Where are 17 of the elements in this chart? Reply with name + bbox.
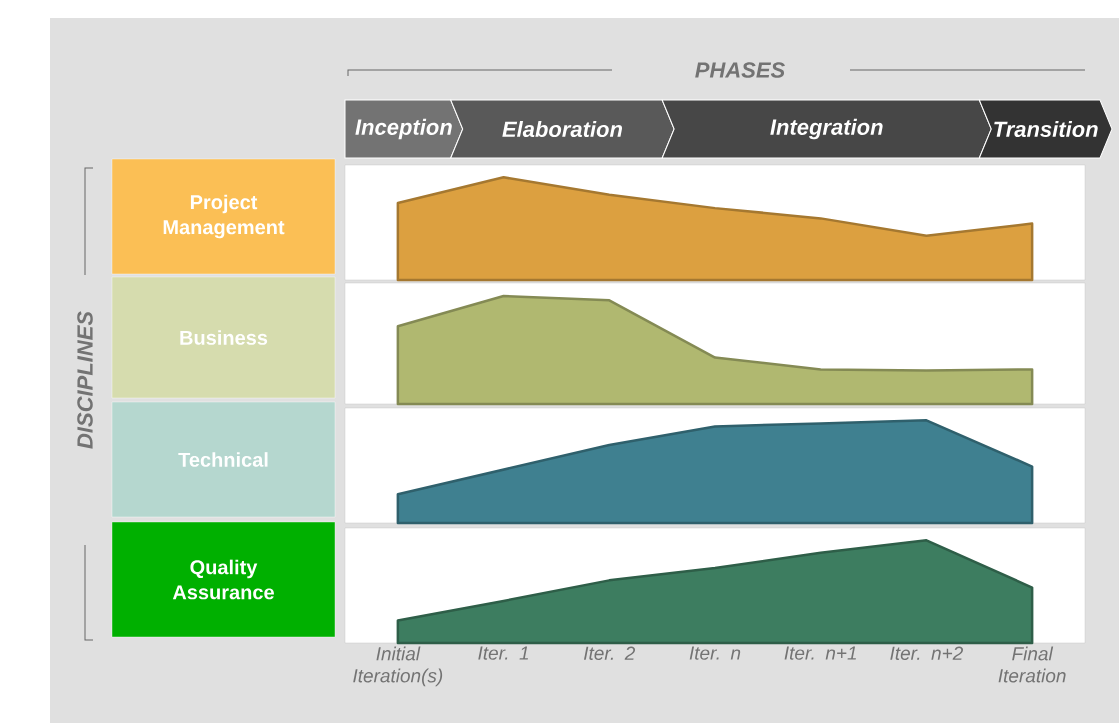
text: Business (180, 330, 268, 345)
text: Inception (355, 118, 452, 140)
text: Project Management (163, 194, 285, 239)
x-tick-label: Iter. n+1 (784, 646, 856, 660)
text: Transition (994, 120, 1098, 138)
x-tick-label: Iter. 2 (583, 646, 636, 660)
text: PHASES (695, 62, 786, 78)
text: Quality Assurance (172, 559, 274, 600)
text: DISCIPLINES (77, 311, 93, 449)
x-tick-label: Iter. n (689, 646, 741, 660)
text: Technical (178, 452, 268, 467)
x-tick-label: Iter. 1 (478, 646, 528, 660)
x-tick-label: Final Iteration (998, 646, 1066, 683)
text: Elaboration (502, 120, 623, 138)
text: Integration (770, 118, 883, 140)
x-tick-label: Iter. n+2 (890, 646, 964, 660)
x-tick-label: Initial Iteration(s) (353, 646, 443, 687)
